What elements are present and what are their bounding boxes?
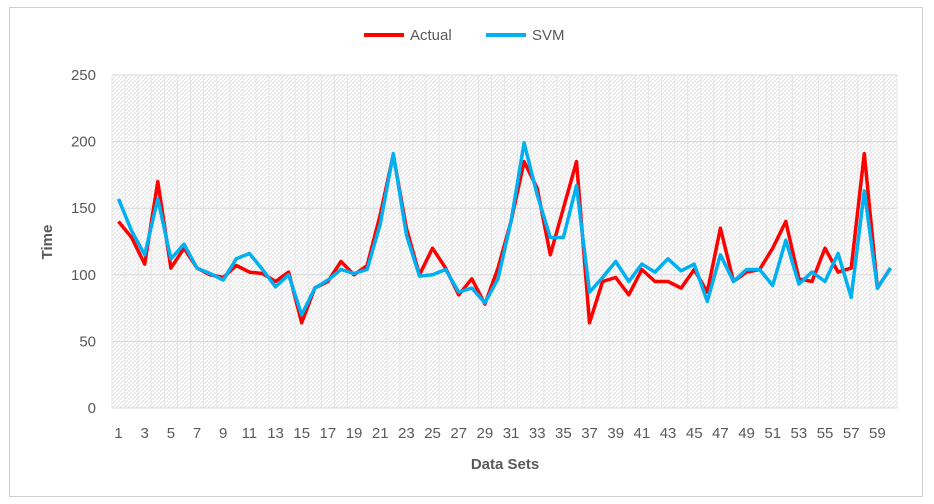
x-tick-label: 15	[293, 425, 310, 442]
x-tick-label: 49	[738, 425, 755, 442]
x-tick-label: 3	[141, 425, 149, 442]
x-tick-label: 45	[686, 425, 703, 442]
x-tick-label: 9	[219, 425, 227, 442]
series-line-svm	[116, 141, 892, 317]
x-tick-label: 31	[503, 425, 520, 442]
x-tick-label: 35	[555, 425, 572, 442]
x-tick-label: 11	[242, 425, 258, 442]
x-tick-label: 19	[346, 425, 363, 442]
x-tick-label: 25	[424, 425, 441, 442]
x-tick-label: 33	[529, 425, 546, 442]
x-tick-label: 57	[843, 425, 860, 442]
y-tick-label: 150	[71, 200, 96, 217]
x-tick-label: 41	[634, 425, 651, 442]
legend-label: SVM	[532, 27, 565, 44]
chart-frame	[9, 7, 923, 497]
x-tick-label: 59	[869, 425, 886, 442]
x-tick-label: 29	[477, 425, 494, 442]
y-axis-title: Time	[39, 225, 56, 260]
x-tick-label: 1	[114, 425, 122, 442]
y-tick-label: 100	[71, 267, 96, 284]
y-tick-label: 200	[71, 134, 96, 151]
x-tick-label: 37	[581, 425, 598, 442]
x-tick-label: 13	[267, 425, 284, 442]
x-tick-label: 5	[167, 425, 175, 442]
x-tick-label: 7	[193, 425, 201, 442]
y-tick-label: 250	[71, 67, 96, 84]
x-tick-label: 55	[817, 425, 834, 442]
x-tick-label: 39	[607, 425, 624, 442]
x-axis-title: Data Sets	[471, 456, 539, 473]
y-tick-label: 50	[79, 333, 96, 350]
legend-item-actual: Actual	[364, 27, 452, 44]
x-tick-label: 23	[398, 425, 415, 442]
x-tick-label: 21	[372, 425, 389, 442]
x-tick-label: 51	[764, 425, 781, 442]
x-tick-label: 27	[450, 425, 467, 442]
y-tick-label: 0	[88, 400, 96, 417]
legend-item-svm: SVM	[486, 27, 565, 44]
x-tick-label: 53	[791, 425, 808, 442]
x-tick-label: 47	[712, 425, 729, 442]
legend-label: Actual	[410, 27, 452, 44]
x-tick-label: 43	[660, 425, 677, 442]
x-tick-label: 17	[320, 425, 337, 442]
